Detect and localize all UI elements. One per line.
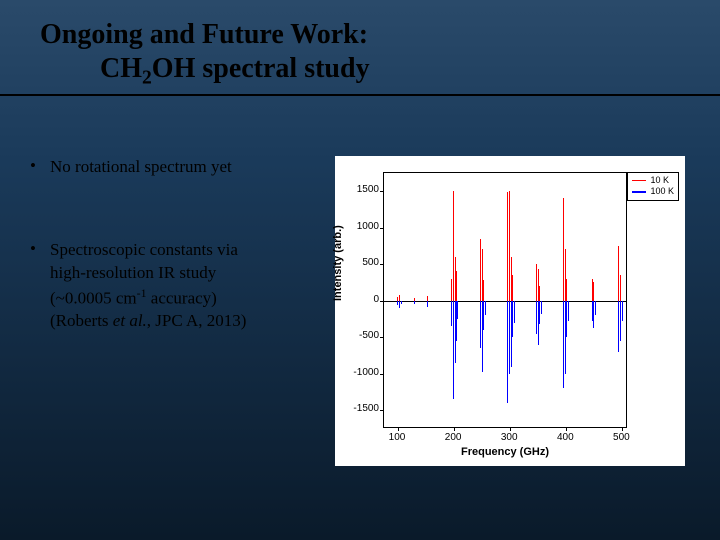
title-block: Ongoing and Future Work: CH2OH spectral … <box>0 0 720 96</box>
bullet-line: Spectroscopic constants via <box>50 240 238 259</box>
legend-row: 100 K <box>632 186 674 198</box>
y-tick-label: -500 <box>339 330 379 341</box>
y-tick-mark <box>380 410 384 411</box>
title-sub: 2 <box>142 67 152 88</box>
legend-label: 100 K <box>650 186 674 198</box>
bullet-text: Spectroscopic constants via high-resolut… <box>50 239 246 333</box>
title-underline <box>0 94 720 96</box>
title-pre: CH <box>100 53 142 84</box>
y-tick-label: 1500 <box>339 184 379 195</box>
x-tick-mark <box>454 427 455 431</box>
bullet-line: high-resolution IR study <box>50 263 216 282</box>
x-tick-label: 200 <box>438 432 468 443</box>
chart-legend: 10 K 100 K <box>627 172 679 201</box>
y-tick-label: 0 <box>339 294 379 305</box>
spectral-peak <box>414 301 415 305</box>
y-tick-mark <box>380 301 384 302</box>
bullet-sup: -1 <box>137 286 147 300</box>
y-tick-label: 1000 <box>339 221 379 232</box>
bullet-item: • Spectroscopic constants via high-resol… <box>30 239 340 333</box>
bullet-list: • No rotational spectrum yet • Spectrosc… <box>0 156 340 466</box>
title-post: OH spectral study <box>152 53 370 84</box>
y-tick-mark <box>380 374 384 375</box>
bullet-marker: • <box>30 156 50 179</box>
x-tick-mark <box>566 427 567 431</box>
x-tick-label: 300 <box>494 432 524 443</box>
spectral-chart: Intensity (arb.) Frequency (GHz) 10 K 10… <box>335 156 685 466</box>
legend-swatch <box>632 191 646 193</box>
spectral-peak <box>397 301 398 305</box>
y-tick-mark <box>380 191 384 192</box>
x-tick-label: 500 <box>606 432 636 443</box>
bullet-line-post: accuracy) <box>147 288 217 307</box>
spectral-peak <box>514 301 515 323</box>
x-tick-label: 400 <box>550 432 580 443</box>
spectral-peak <box>566 279 567 301</box>
y-tick-mark <box>380 228 384 229</box>
legend-row: 10 K <box>632 175 674 187</box>
y-tick-mark <box>380 337 384 338</box>
x-tick-mark <box>622 427 623 431</box>
spectral-peak <box>485 301 486 316</box>
title-line-1: Ongoing and Future Work: <box>40 18 720 52</box>
legend-label: 10 K <box>650 175 669 187</box>
y-tick-mark <box>380 264 384 265</box>
bullet-item: • No rotational spectrum yet <box>30 156 340 179</box>
y-tick-label: 500 <box>339 257 379 268</box>
spectral-peak <box>457 301 458 319</box>
x-axis-label: Frequency (GHz) <box>383 446 627 458</box>
spectral-peak <box>595 301 596 316</box>
spectral-peak <box>622 301 623 321</box>
bullet-marker: • <box>30 239 50 333</box>
spectral-peak <box>512 275 513 301</box>
bullet-text: No rotational spectrum yet <box>50 156 232 179</box>
spectral-peak <box>620 275 621 301</box>
spectral-peak <box>541 301 542 314</box>
x-tick-mark <box>510 427 511 431</box>
title-line-2: CH2OH spectral study <box>40 52 720 90</box>
bullet-italic: et al. <box>113 311 147 330</box>
legend-swatch <box>632 180 646 182</box>
bullet-line-pre: (~0.0005 cm <box>50 288 137 307</box>
bullet-line-post: , JPC A, 2013) <box>147 311 247 330</box>
spectral-peak <box>427 301 428 308</box>
spectral-peak <box>593 282 594 300</box>
bullet-line-pre: (Roberts <box>50 311 113 330</box>
spectral-peak <box>456 271 457 300</box>
spectral-peak <box>568 301 569 321</box>
x-tick-mark <box>398 427 399 431</box>
spectral-peak <box>539 286 540 301</box>
spectral-peak <box>401 301 402 304</box>
y-tick-label: -1500 <box>339 403 379 414</box>
zero-line <box>384 301 626 302</box>
spectral-peak <box>483 280 484 300</box>
plot-box <box>383 172 627 428</box>
content-row: • No rotational spectrum yet • Spectrosc… <box>0 156 720 466</box>
x-tick-label: 100 <box>382 432 412 443</box>
y-tick-label: -1000 <box>339 367 379 378</box>
